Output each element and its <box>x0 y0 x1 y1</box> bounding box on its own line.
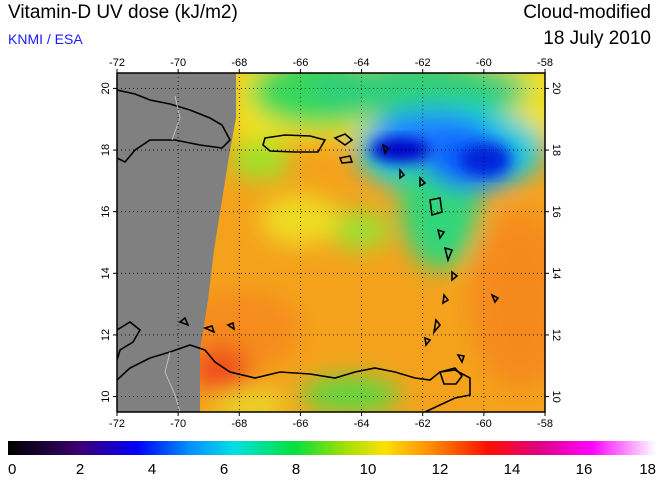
map-date: 18 July 2010 <box>543 28 651 49</box>
lat-label-left: 10 <box>100 390 112 402</box>
lat-label-left: 12 <box>100 329 112 341</box>
colorbar-tick-label: 18 <box>639 461 656 478</box>
map-title: Vitamin-D UV dose (kJ/m2) <box>8 2 238 23</box>
lat-label-right: 10 <box>550 390 562 402</box>
colorbar-tick-label: 16 <box>576 461 593 478</box>
colorbar-tick-label: 2 <box>76 461 84 478</box>
axis-ticks: -72 -72 -70 -70 -68 -68 -66 -66 -64 -64 -62 -62 -60 -… <box>100 57 562 430</box>
lon-label-top: -66 <box>292 57 308 69</box>
map-field <box>117 73 545 412</box>
lat-label-left: 20 <box>100 82 112 94</box>
product-label: Cloud-modified <box>523 2 651 23</box>
lon-label-bottom: -72 <box>109 418 125 430</box>
colorbar-tick-label: 6 <box>220 461 228 478</box>
lon-label-top: -60 <box>476 57 492 69</box>
abc-islands-coast <box>117 316 236 361</box>
lat-label-left: 14 <box>100 267 112 279</box>
virgin-islands-coast <box>333 133 354 164</box>
colorbar-labels: 0 2 4 6 8 10 12 14 16 18 <box>8 461 656 478</box>
lon-label-bottom: -62 <box>415 418 431 430</box>
borders <box>164 95 181 412</box>
graticule <box>117 73 545 412</box>
lon-label-bottom: -58 <box>537 418 553 430</box>
colorbar-tick-label: 14 <box>504 461 521 478</box>
lon-label-bottom: -66 <box>292 418 308 430</box>
lat-label-left: 16 <box>100 206 112 218</box>
trinidad-coast <box>438 367 464 385</box>
lat-label-right: 20 <box>550 82 562 94</box>
lon-label-top: -70 <box>170 57 186 69</box>
lat-label-left: 18 <box>100 144 112 156</box>
lon-label-top: -68 <box>231 57 247 69</box>
source-credit: KNMI / ESA <box>8 31 83 47</box>
colorbar-tick-label: 10 <box>360 461 377 478</box>
lon-label-top: -64 <box>354 57 370 69</box>
colorbar-tick-label: 12 <box>432 461 449 478</box>
lon-label-bottom: -70 <box>170 418 186 430</box>
colorbar-tick-label: 8 <box>292 461 300 478</box>
lon-label-top: -72 <box>109 57 125 69</box>
colorbar-tick-label: 0 <box>8 461 16 478</box>
hispaniola-coast <box>117 89 231 163</box>
lat-label-right: 12 <box>550 329 562 341</box>
lat-label-right: 16 <box>550 206 562 218</box>
lon-label-bottom: -64 <box>354 418 370 430</box>
colorbar-tick-label: 4 <box>148 461 156 478</box>
no-data-region <box>117 73 236 412</box>
map-frame <box>116 72 546 413</box>
coastlines <box>117 89 500 412</box>
colorbar-gradient <box>8 441 656 455</box>
lon-label-top: -62 <box>415 57 431 69</box>
lon-label-bottom: -68 <box>231 418 247 430</box>
lat-label-right: 18 <box>550 144 562 156</box>
lesser-antilles-coast <box>381 143 500 364</box>
lon-label-top: -58 <box>537 57 553 69</box>
puerto-rico-coast <box>262 134 327 153</box>
venezuela-coast <box>117 344 471 412</box>
lat-label-right: 14 <box>550 267 562 279</box>
lon-label-bottom: -60 <box>476 418 492 430</box>
